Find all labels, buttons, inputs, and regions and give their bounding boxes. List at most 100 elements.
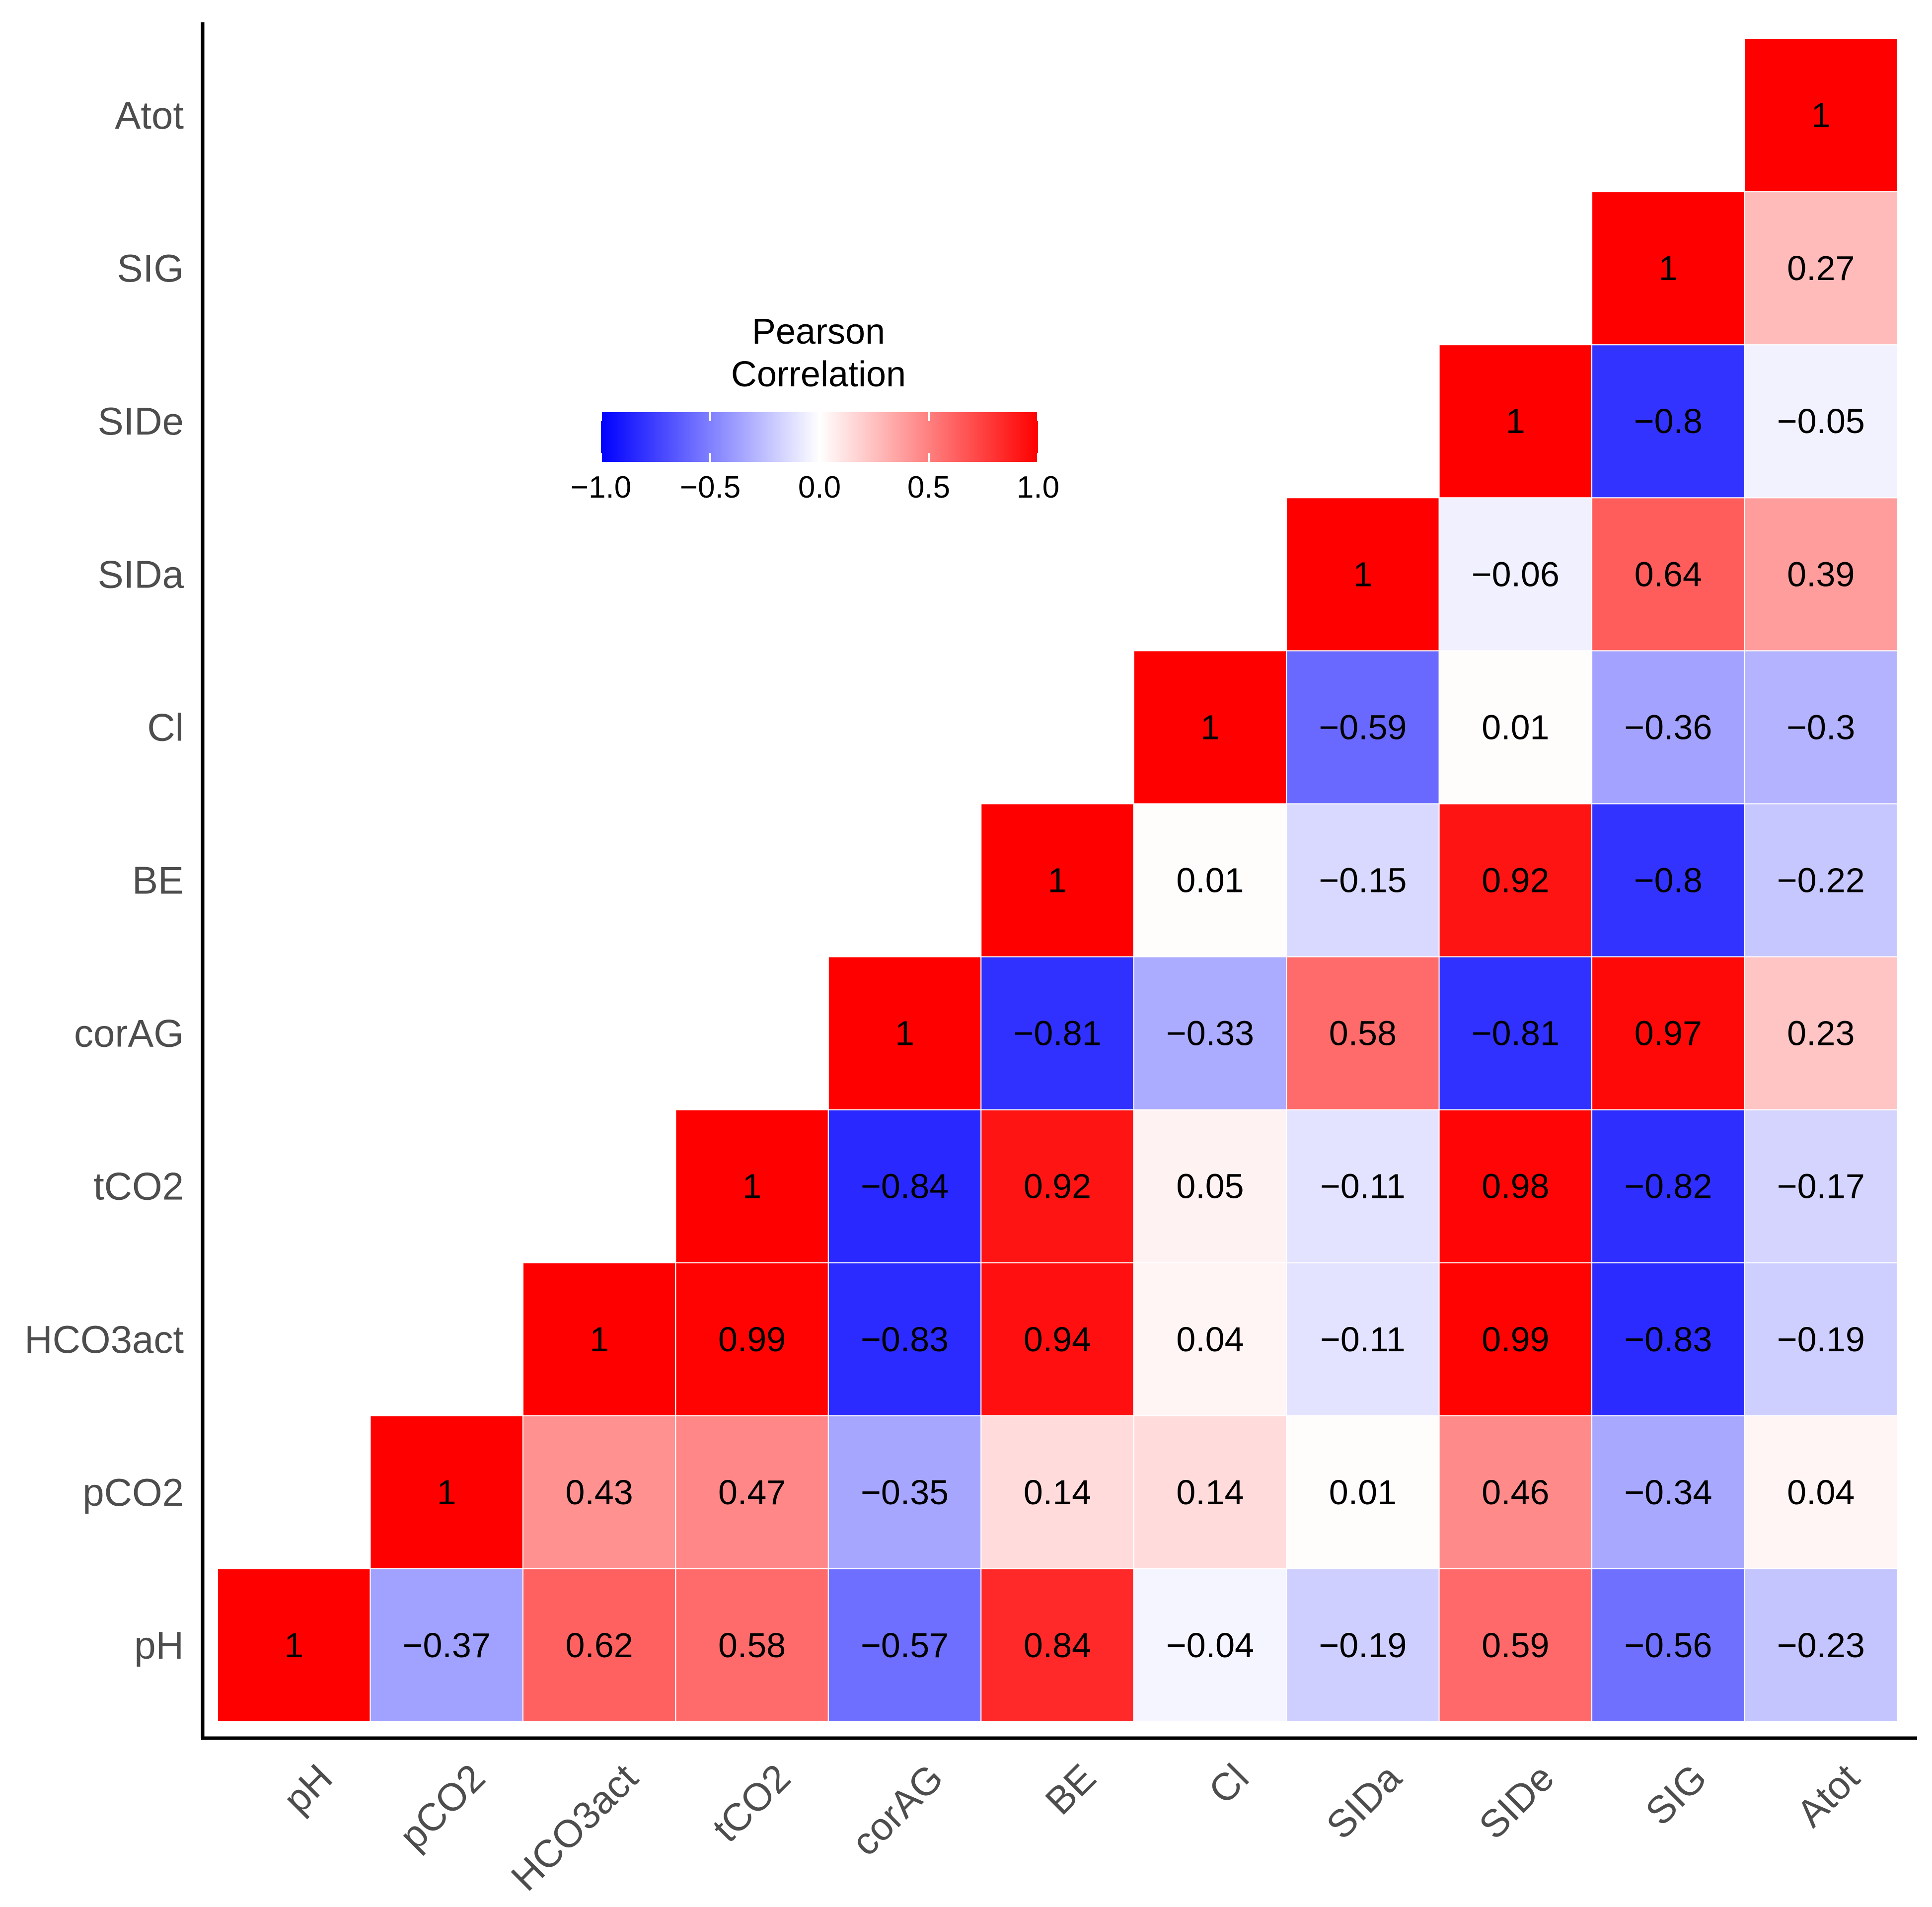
heatmap-cell-SIDe-pH [1438, 1568, 1593, 1723]
heatmap-cell-SIDa-BE [1286, 803, 1440, 957]
heatmap-cell-Cl-tCO2 [1133, 1109, 1287, 1263]
cell-value-label: 1 [437, 1473, 456, 1512]
cell-value-label: −0.15 [1319, 861, 1407, 900]
cell-value-label: 0.04 [1787, 1473, 1855, 1512]
cell-value-label: −0.83 [861, 1320, 949, 1359]
heatmap-cell-corAG-pCO2 [827, 1415, 982, 1569]
cell-value-label: −0.19 [1319, 1626, 1407, 1665]
cell-value-label: 1 [1811, 96, 1831, 135]
cell-value-label: 0.92 [1024, 1167, 1091, 1206]
heatmap-cell-SIDa-pH [1286, 1568, 1440, 1723]
heatmap-cell-Cl-BE [1133, 803, 1287, 957]
cell-value-label: −0.83 [1624, 1320, 1712, 1359]
cell-value-label: 1 [1048, 861, 1067, 900]
cell-value-label: 0.01 [1482, 708, 1549, 746]
heatmap-cell-Atot-SIDa [1744, 497, 1898, 652]
heatmap-cell-SIDe-pCO2 [1438, 1415, 1593, 1569]
cell-value-label: 0.43 [566, 1473, 633, 1512]
cell-value-label: 0.98 [1482, 1167, 1549, 1206]
heatmap-cell-Atot-Cl [1744, 650, 1898, 805]
heatmap-cell-SIG-pCO2 [1591, 1415, 1745, 1569]
heatmap-cell-Cl-pCO2 [1133, 1415, 1287, 1569]
heatmap-cell-SIG-SIG [1591, 191, 1745, 346]
heatmap-cell-SIG-Cl [1591, 650, 1745, 805]
cell-value-label: 0.92 [1482, 861, 1549, 900]
heatmap-cell-Cl-HCO3act [1133, 1262, 1287, 1416]
cell-value-label: −0.36 [1624, 708, 1712, 746]
heatmap-cell-tCO2-pH [675, 1568, 829, 1723]
cell-value-label: −0.84 [861, 1167, 949, 1206]
heatmap-cell-SIDe-Cl [1438, 650, 1593, 805]
cell-value-label: 1 [284, 1626, 303, 1665]
heatmap-cell-SIG-SIDe [1591, 344, 1745, 499]
legend-title-line2: Correlation [731, 355, 906, 394]
cell-value-label: 1 [895, 1014, 914, 1053]
heatmap-cell-Atot-tCO2 [1744, 1109, 1898, 1263]
y-tick-label: corAG [74, 1012, 184, 1055]
heatmap-cell-SIG-HCO3act [1591, 1262, 1745, 1416]
legend-tick-label: 1.0 [1017, 470, 1059, 505]
legend: Pearson Correlation −1.0 −0.5 0.0 0.5 1.0 [571, 312, 1059, 505]
cell-value-label: 0.94 [1024, 1320, 1091, 1359]
heatmap-cells [217, 38, 1898, 1723]
heatmap-cell-SIG-pH [1591, 1568, 1745, 1723]
cell-value-label: −0.56 [1624, 1626, 1712, 1665]
cell-value-label: 1 [743, 1167, 762, 1206]
heatmap-cell-BE-HCO3act [980, 1262, 1134, 1416]
y-tick-label: BE [132, 859, 184, 902]
heatmap-cell-Cl-pH [1133, 1568, 1287, 1723]
heatmap-cell-Atot-SIG [1744, 191, 1898, 346]
y-tick-label: HCO3act [24, 1318, 184, 1361]
cell-value-label: −0.33 [1166, 1014, 1254, 1053]
heatmap-cell-SIG-BE [1591, 803, 1745, 957]
legend-tick-label: 0.0 [798, 470, 841, 505]
heatmap-cell-BE-tCO2 [980, 1109, 1134, 1263]
cell-value-label: 0.64 [1635, 555, 1702, 593]
heatmap-cell-SIDe-SIDa [1438, 497, 1593, 652]
cell-value-label: 1 [590, 1320, 609, 1359]
heatmap-cell-pH-pH [217, 1568, 371, 1723]
heatmap-cell-SIDa-SIDa [1286, 497, 1440, 652]
cell-value-label: −0.05 [1777, 402, 1865, 440]
legend-tick-label: 0.5 [907, 470, 950, 505]
cell-value-label: 1 [1200, 708, 1220, 746]
cell-value-label: −0.17 [1777, 1167, 1865, 1206]
cell-value-label: −0.06 [1472, 555, 1560, 593]
heatmap-cell-HCO3act-pH [522, 1568, 676, 1723]
cell-value-label: 0.46 [1482, 1473, 1549, 1512]
heatmap-cell-Atot-pH [1744, 1568, 1898, 1723]
cell-value-label: −0.23 [1777, 1626, 1865, 1665]
heatmap-cell-BE-BE [980, 803, 1134, 957]
cell-value-label: 0.62 [566, 1626, 633, 1665]
y-tick-label: SIDa [98, 552, 184, 596]
heatmap-cell-SIG-tCO2 [1591, 1109, 1745, 1263]
heatmap-cell-pCO2-pCO2 [370, 1415, 523, 1569]
heatmap-cell-SIDa-corAG [1286, 956, 1440, 1110]
cell-value-label: 0.01 [1329, 1473, 1397, 1512]
heatmap-cell-corAG-HCO3act [827, 1262, 982, 1416]
cell-value-label: 0.58 [718, 1626, 786, 1665]
legend-tick-label: −1.0 [571, 470, 631, 505]
cell-value-label: 0.14 [1024, 1473, 1091, 1512]
heatmap-cell-tCO2-tCO2 [675, 1109, 829, 1263]
cell-value-label: −0.35 [861, 1473, 949, 1512]
heatmap-cell-SIDa-Cl [1286, 650, 1440, 805]
cell-value-label: −0.11 [1320, 1320, 1406, 1359]
cell-value-label: 0.59 [1482, 1626, 1549, 1665]
cell-value-label: −0.57 [861, 1626, 949, 1665]
cell-value-label: −0.11 [1320, 1167, 1406, 1206]
cell-value-label: −0.22 [1777, 861, 1865, 900]
heatmap-cell-Atot-pCO2 [1744, 1415, 1898, 1569]
cell-value-label: 1 [1658, 249, 1678, 288]
cell-value-label: 0.01 [1176, 861, 1244, 900]
heatmap-cell-Atot-SIDe [1744, 344, 1898, 499]
cell-value-label: −0.8 [1634, 402, 1703, 440]
cell-value-label: 1 [1506, 402, 1525, 440]
y-tick-label: Cl [147, 705, 184, 749]
cell-value-label: −0.81 [1013, 1014, 1101, 1053]
heatmap-cell-HCO3act-pCO2 [522, 1415, 676, 1569]
heatmap-cell-SIDa-pCO2 [1286, 1415, 1440, 1569]
cell-value-label: −0.3 [1786, 708, 1855, 746]
